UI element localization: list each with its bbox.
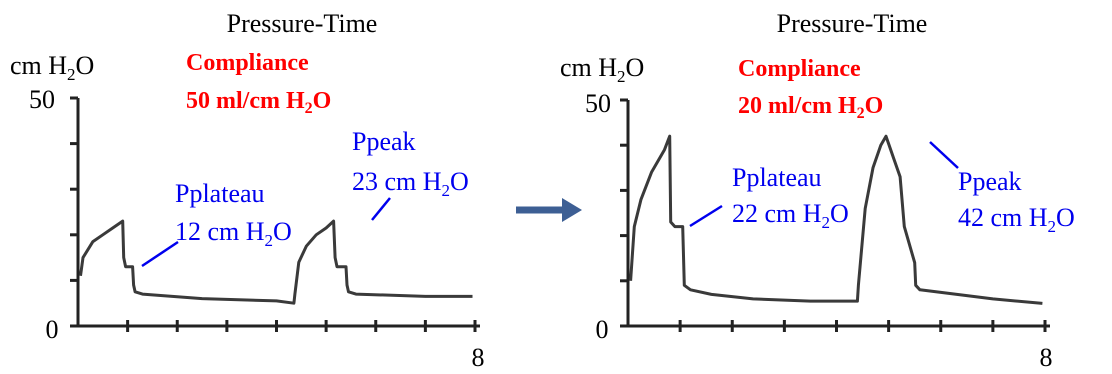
right-y-tick-label-0: 0 <box>596 315 609 344</box>
right-axes <box>620 98 1050 332</box>
left-ppeak-label: Ppeak <box>352 127 416 156</box>
left-pressure-trace <box>79 219 473 305</box>
left-y-axis-label: cm H2O <box>10 51 94 84</box>
left-y-tick-label-0: 0 <box>46 315 59 344</box>
left-ppeak-value: 23 cm H2O <box>352 167 469 200</box>
right-chart-title: Pressure-Time <box>777 9 928 38</box>
left-compliance-label: Compliance <box>186 50 309 76</box>
left-compliance-value: 50 ml/cm H2O <box>186 88 331 117</box>
left-x-tick-label-8: 8 <box>472 343 485 372</box>
right-ppeak-label: Ppeak <box>958 167 1022 196</box>
right-chart: Pressure-Time cm H2O Compliance 20 ml/cm… <box>560 9 1075 372</box>
left-y-tick-label-50: 50 <box>29 85 55 114</box>
right-pplateau-value: 22 cm H2O <box>732 199 849 232</box>
left-ppeak-pointer <box>371 197 391 221</box>
right-pressure-trace <box>629 134 1043 305</box>
left-pplateau-value: 12 cm H2O <box>175 217 292 250</box>
right-x-tick-label-8: 8 <box>1040 343 1053 372</box>
right-y-axis-label: cm H2O <box>560 53 644 86</box>
right-y-tick-label-50: 50 <box>585 89 611 118</box>
transition-arrow <box>516 198 582 222</box>
left-pplateau-pointer <box>141 240 179 268</box>
right-compliance-value: 20 ml/cm H2O <box>738 93 883 122</box>
left-chart-title: Pressure-Time <box>227 9 378 38</box>
right-compliance-label: Compliance <box>738 56 861 82</box>
right-pplateau-label: Pplateau <box>732 163 822 192</box>
right-ppeak-value: 42 cm H2O <box>958 203 1075 236</box>
left-pplateau-label: Pplateau <box>175 179 265 208</box>
right-pplateau-pointer <box>689 204 723 228</box>
left-chart: Pressure-Time cm H2O Compliance 50 ml/cm… <box>10 9 485 372</box>
right-ppeak-pointer <box>929 141 959 169</box>
left-axes <box>70 96 480 332</box>
